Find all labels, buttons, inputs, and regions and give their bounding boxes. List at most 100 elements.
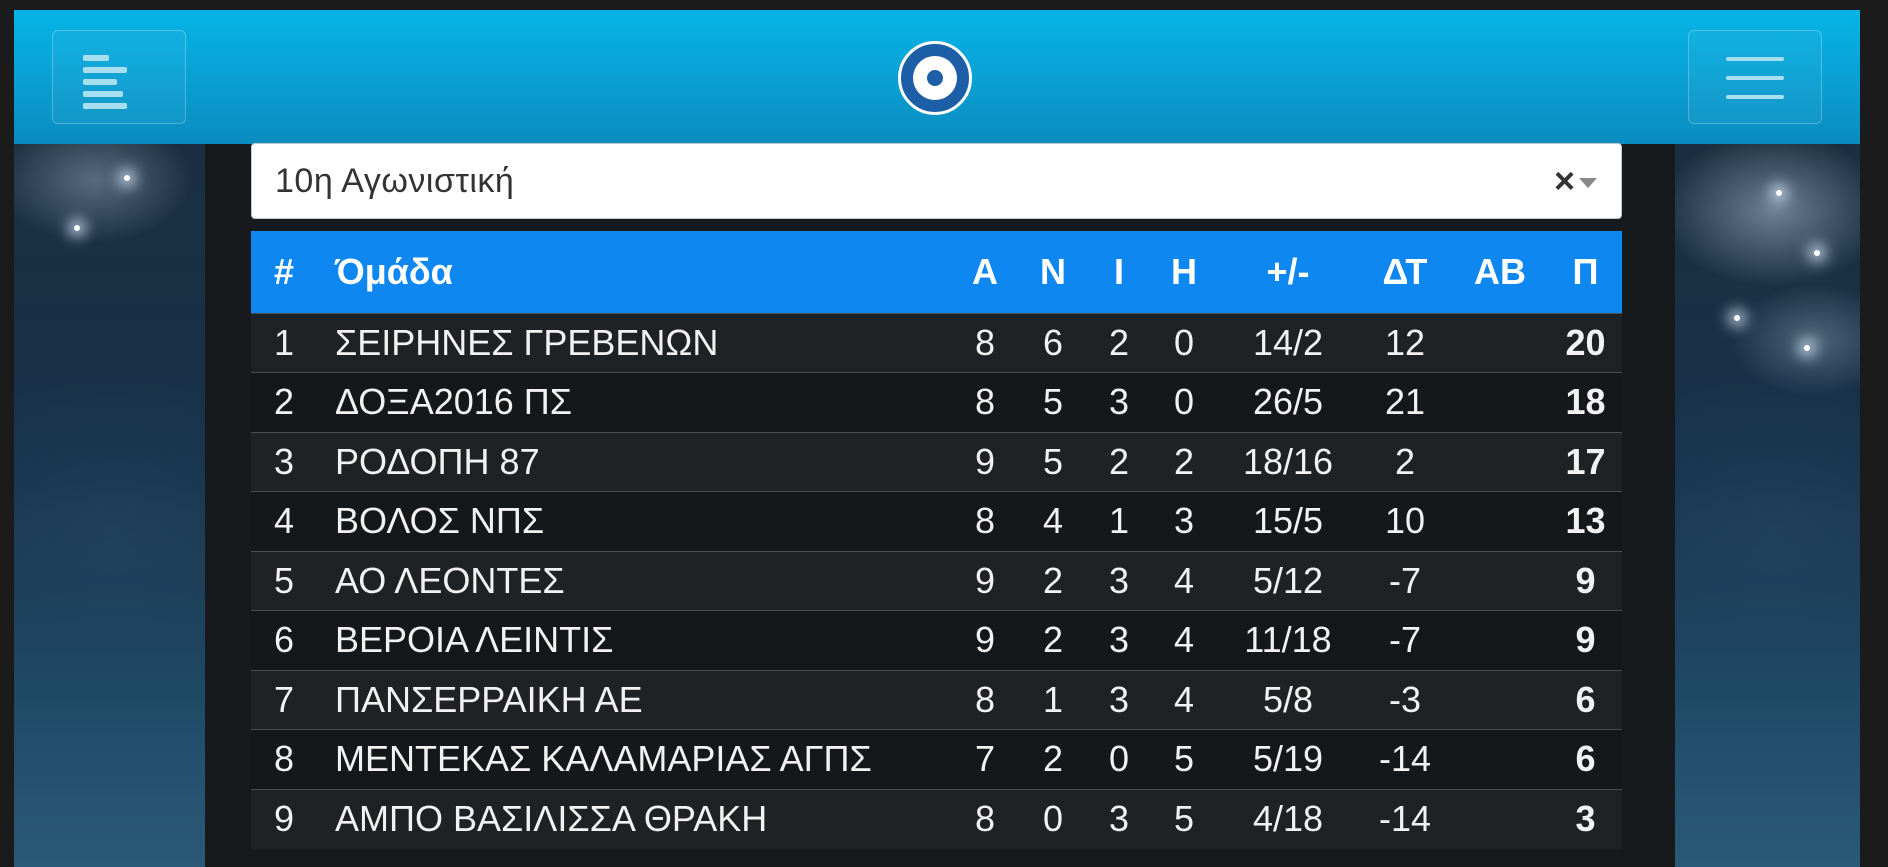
cell-team[interactable]: ΒΕΡΟΙΑ ΛΕΙΝΤΙΣ: [335, 619, 614, 661]
cell-draws: 3: [1108, 559, 1130, 601]
cell-goal-diff: -3: [1388, 678, 1421, 720]
table-row[interactable]: 7 ΠΑΝΣΕΡΡΑΙΚΗ ΑΕ 8 1 3 4 5/8 -3 6: [251, 670, 1622, 730]
standings-body: 1 ΣΕΙΡΗΝΕΣ ΓΡΕΒΕΝΩΝ 8 6 2 0 14/2 12 20 2 ΔΟΞΑ2016 …: [251, 313, 1622, 849]
cell-pos: 4: [273, 500, 295, 542]
cell-played: 9: [974, 440, 996, 482]
cell-pos: 9: [273, 798, 295, 839]
cell-pos: 3: [273, 440, 295, 482]
cell-forfeit: [1451, 551, 1549, 611]
cell-points: 6: [1575, 678, 1596, 720]
football-logo-icon: [913, 56, 957, 100]
cell-team[interactable]: ΒΟΛΟΣ ΝΠΣ: [335, 500, 545, 542]
cell-played: 9: [974, 559, 996, 601]
cell-wins: 5: [1042, 381, 1064, 423]
cell-points: 20: [1565, 321, 1606, 363]
cell-played: 7: [974, 738, 996, 780]
table-row[interactable]: 9 ΑΜΠΟ ΒΑΣΙΛΙΣΣΑ ΘΡΑΚΗ 8 0 3 5 4/18 -14 3: [251, 789, 1622, 849]
cell-team[interactable]: ΠΑΝΣΕΡΡΑΙΚΗ ΑΕ: [335, 678, 643, 720]
cell-losses: 0: [1173, 381, 1195, 423]
cell-goals: 5/8: [1262, 678, 1314, 720]
cell-points: 6: [1575, 738, 1596, 780]
cell-goal-diff: 2: [1394, 440, 1416, 482]
chevron-down-icon[interactable]: [1579, 178, 1597, 188]
col-header-pos: #: [273, 250, 295, 292]
cell-forfeit: [1451, 670, 1549, 730]
cell-points: 3: [1575, 798, 1596, 839]
standings-table: # Όμάδα Α Ν Ι Η +/- ΔΤ ΑΒ Π 1 ΣΕΙΡΗΝΕΣ ΓΡ…: [251, 231, 1622, 849]
standings-header-row: # Όμάδα Α Ν Ι Η +/- ΔΤ ΑΒ Π: [251, 231, 1622, 313]
clear-icon[interactable]: ×: [1553, 160, 1575, 201]
table-row[interactable]: 4 ΒΟΛΟΣ ΝΠΣ 8 4 1 3 15/5 10 13: [251, 491, 1622, 552]
round-select[interactable]: 10η Αγωνιστική ×: [251, 143, 1622, 219]
cell-forfeit: [1451, 730, 1549, 790]
cell-goal-diff: -14: [1378, 798, 1432, 839]
cell-played: 9: [974, 619, 996, 661]
cell-forfeit: [1451, 492, 1549, 552]
cell-draws: 1: [1108, 500, 1130, 542]
stadium-light: [1804, 345, 1810, 351]
cell-pos: 8: [273, 738, 295, 780]
cell-forfeit: [1451, 313, 1549, 373]
col-header-goals: +/-: [1266, 250, 1310, 292]
cell-team[interactable]: ΜΕΝΤΕΚΑΣ ΚΑΛΑΜΑΡΙΑΣ ΑΓΠΣ: [335, 738, 872, 780]
main-menu-button[interactable]: [1688, 30, 1822, 124]
cell-draws: 2: [1108, 440, 1130, 482]
cell-losses: 4: [1173, 678, 1195, 720]
cell-draws: 3: [1108, 798, 1130, 839]
cell-pos: 7: [273, 678, 295, 720]
cell-team[interactable]: ΑΜΠΟ ΒΑΣΙΛΙΣΣΑ ΘΡΑΚΗ: [335, 798, 768, 839]
sidebar-toggle-button[interactable]: [52, 30, 186, 124]
cell-points: 13: [1565, 500, 1606, 542]
cell-points: 18: [1565, 381, 1606, 423]
cell-played: 8: [974, 798, 996, 839]
cell-played: 8: [974, 500, 996, 542]
cell-losses: 2: [1173, 440, 1195, 482]
stadium-light: [74, 225, 80, 231]
cell-wins: 2: [1042, 559, 1064, 601]
table-row[interactable]: 2 ΔΟΞΑ2016 ΠΣ 8 5 3 0 26/5 21 18: [251, 372, 1622, 432]
cell-goal-diff: 10: [1384, 500, 1426, 542]
table-row[interactable]: 8 ΜΕΝΤΕΚΑΣ ΚΑΛΑΜΑΡΙΑΣ ΑΓΠΣ 7 2 0 5 5/19 -14 6: [251, 729, 1622, 790]
cell-goal-diff: -7: [1388, 619, 1421, 661]
table-row[interactable]: 6 ΒΕΡΟΙΑ ΛΕΙΝΤΙΣ 9 2 3 4 11/18 -7 9: [251, 610, 1622, 670]
cell-losses: 5: [1173, 738, 1195, 780]
col-header-losses: Η: [1171, 250, 1197, 292]
cell-goals: 4/18: [1252, 798, 1324, 839]
cell-draws: 0: [1108, 738, 1130, 780]
cell-points: 9: [1575, 559, 1596, 601]
top-navbar: [14, 10, 1860, 144]
cell-team[interactable]: ΡΟΔΟΠΗ 87: [335, 440, 540, 482]
cell-goal-diff: -14: [1378, 738, 1432, 780]
cell-team[interactable]: ΔΟΞΑ2016 ΠΣ: [335, 381, 573, 423]
cell-goals: 18/16: [1242, 440, 1334, 482]
round-select-value: 10η Αγωνιστική: [275, 162, 515, 200]
cell-wins: 0: [1042, 798, 1064, 839]
cell-goal-diff: 21: [1384, 381, 1426, 423]
col-header-team: Όμάδα: [335, 250, 453, 292]
cell-goals: 5/12: [1252, 559, 1324, 601]
cell-team[interactable]: ΑΟ ΛΕΟΝΤΕΣ: [335, 559, 565, 601]
cell-wins: 5: [1042, 440, 1064, 482]
cell-losses: 4: [1173, 619, 1195, 661]
cell-team[interactable]: ΣΕΙΡΗΝΕΣ ΓΡΕΒΕΝΩΝ: [335, 321, 719, 363]
col-header-played: Α: [972, 250, 998, 292]
cell-pos: 6: [273, 619, 295, 661]
cell-pos: 2: [273, 381, 295, 423]
table-row[interactable]: 3 ΡΟΔΟΠΗ 87 9 5 2 2 18/16 2 17: [251, 432, 1622, 492]
table-row[interactable]: 1 ΣΕΙΡΗΝΕΣ ΓΡΕΒΕΝΩΝ 8 6 2 0 14/2 12 20: [251, 313, 1622, 373]
cell-goals: 26/5: [1252, 381, 1324, 423]
cell-points: 9: [1575, 619, 1596, 661]
cell-pos: 5: [273, 559, 295, 601]
col-header-points: Π: [1572, 250, 1599, 292]
cell-goals: 5/19: [1252, 738, 1324, 780]
cell-goals: 14/2: [1252, 321, 1324, 363]
table-row[interactable]: 5 ΑΟ ΛΕΟΝΤΕΣ 9 2 3 4 5/12 -7 9: [251, 551, 1622, 611]
cell-wins: 2: [1042, 738, 1064, 780]
cell-draws: 3: [1108, 678, 1130, 720]
cell-goals: 11/18: [1244, 619, 1332, 661]
cell-wins: 6: [1042, 321, 1064, 363]
federation-logo[interactable]: [898, 41, 972, 115]
col-header-forfeit: ΑΒ: [1474, 250, 1526, 292]
cell-played: 8: [974, 321, 996, 363]
cell-played: 8: [974, 678, 996, 720]
